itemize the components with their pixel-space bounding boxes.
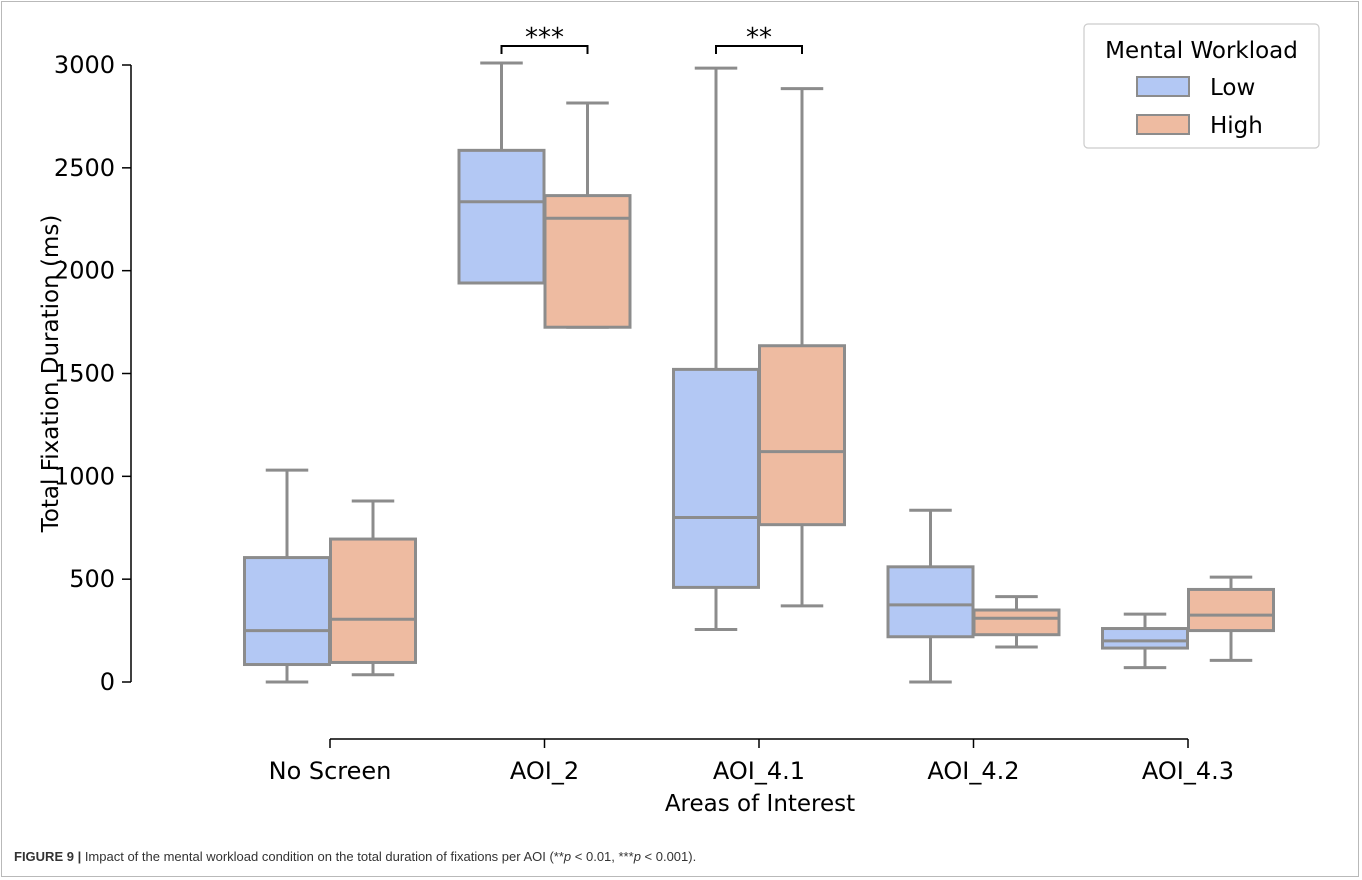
caption-text-2: < 0.01, *** [571, 849, 634, 864]
figure-label: FIGURE 9 | [14, 849, 82, 864]
y-tick-label: 3000 [54, 51, 115, 79]
box-low [1101, 627, 1189, 650]
significance-bracket [500, 45, 589, 54]
y-tick-label: 1000 [54, 462, 115, 490]
caption-text-3: < 0.001). [640, 849, 697, 864]
x-tick-label: AOI_2 [510, 757, 579, 785]
legend-swatch-low [1136, 76, 1190, 97]
box-low [243, 556, 331, 667]
legend-label-high: High [1210, 113, 1263, 139]
y-tick-label: 2000 [54, 257, 115, 285]
x-tick-label: AOI_4.2 [927, 757, 1019, 785]
x-tick-label: AOI_4.1 [713, 757, 805, 785]
y-tick-label: 1500 [54, 360, 115, 388]
box-high [1187, 587, 1275, 633]
legend-swatch-high [1136, 114, 1190, 135]
box-high [758, 344, 846, 527]
caption-p-1: p [563, 849, 572, 864]
y-tick-label: 500 [69, 565, 115, 593]
y-axis-label: Total Fixation Duration (ms) [38, 215, 64, 534]
x-tick-label: No Screen [269, 757, 392, 785]
x-tick-label: AOI_4.3 [1142, 757, 1234, 785]
x-axis-label: Areas of Interest [665, 791, 855, 817]
box-high [543, 194, 632, 329]
significance-bracket [715, 45, 803, 54]
box-high [329, 537, 417, 664]
legend-title: Mental Workload [1105, 38, 1298, 64]
caption-p-2: p [633, 849, 641, 864]
box-low [457, 148, 546, 285]
box-low [886, 565, 975, 639]
figure-caption: FIGURE 9 | Impact of the mental workload… [14, 849, 696, 864]
boxplot-chart: 0 500 1000 1500 2000 2500 3000 Total Fixation D… [38, 23, 1320, 817]
box-low [672, 367, 760, 589]
significance-label: ** [746, 23, 772, 53]
significance-label: *** [525, 23, 564, 53]
y-tick-label: 0 [100, 668, 115, 696]
y-tick-label: 2500 [54, 154, 115, 182]
box-high [972, 608, 1061, 637]
caption-text-1: Impact of the mental workload condition … [81, 849, 564, 864]
legend-label-low: Low [1210, 75, 1255, 101]
